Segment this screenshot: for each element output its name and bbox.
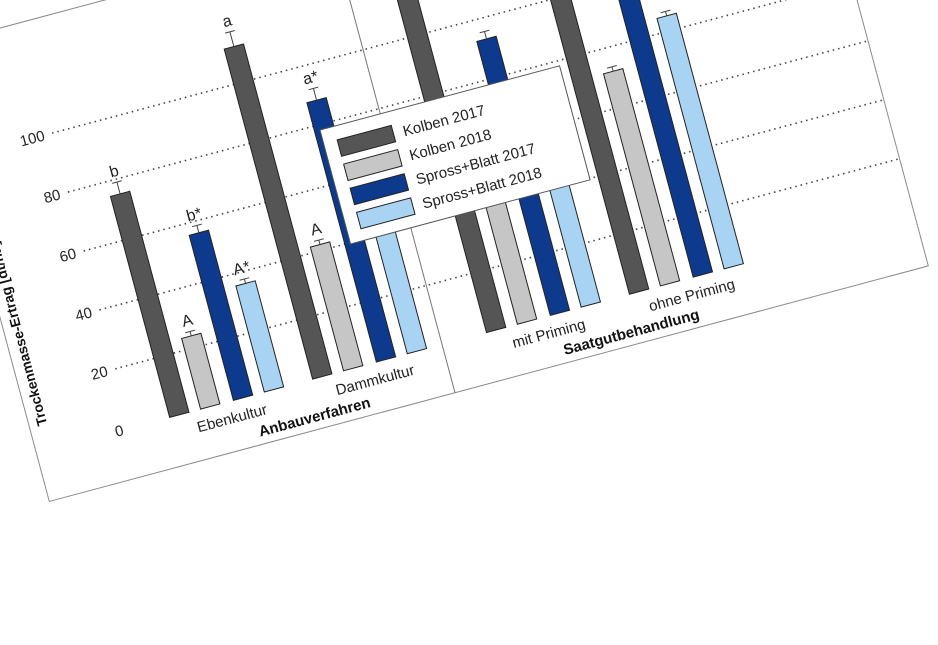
legend-box (319, 65, 591, 245)
legend-swatch (355, 197, 416, 230)
significance-label: a (221, 12, 234, 31)
error-bar-cap (111, 180, 122, 184)
error-bar (611, 66, 614, 72)
legend-swatch (349, 173, 410, 206)
error-bar (664, 11, 668, 16)
error-bar (243, 278, 247, 284)
y-tick-label: 20 (89, 363, 110, 384)
significance-label: b* (185, 205, 204, 225)
error-bar (116, 181, 121, 194)
legend-swatch (343, 148, 403, 182)
bar (604, 0, 714, 278)
error-bar (189, 331, 192, 336)
error-bar-cap (479, 29, 490, 34)
significance-label: A (180, 312, 195, 331)
error-bar-cap (185, 329, 196, 334)
y-tick-label: 60 (58, 245, 79, 266)
error-bar (312, 88, 318, 101)
error-bar-cap (224, 30, 235, 34)
significance-label: A (309, 220, 324, 239)
significance-label: a* (301, 68, 320, 88)
error-bar-cap (660, 9, 671, 14)
y-tick-label: 80 (42, 186, 63, 207)
error-bar (196, 225, 200, 233)
bar (534, 0, 650, 295)
error-bar-cap (191, 223, 202, 228)
significance-label: A* (231, 258, 252, 279)
y-tick-label: 100 (18, 128, 47, 151)
error-bar-cap (607, 65, 617, 69)
legend-swatch (336, 124, 397, 157)
error-bar (229, 31, 235, 47)
y-tick-label: 40 (74, 304, 95, 325)
error-bar (484, 31, 487, 39)
chart-rotated-group: Trockenmasse-Ertrag [dt/ha] 020406080100… (0, 0, 929, 503)
significance-label: b (108, 163, 121, 182)
error-bar (318, 239, 321, 245)
error-bar-cap (308, 86, 319, 91)
error-bar-cap (239, 277, 250, 281)
error-bar-cap (313, 238, 324, 242)
